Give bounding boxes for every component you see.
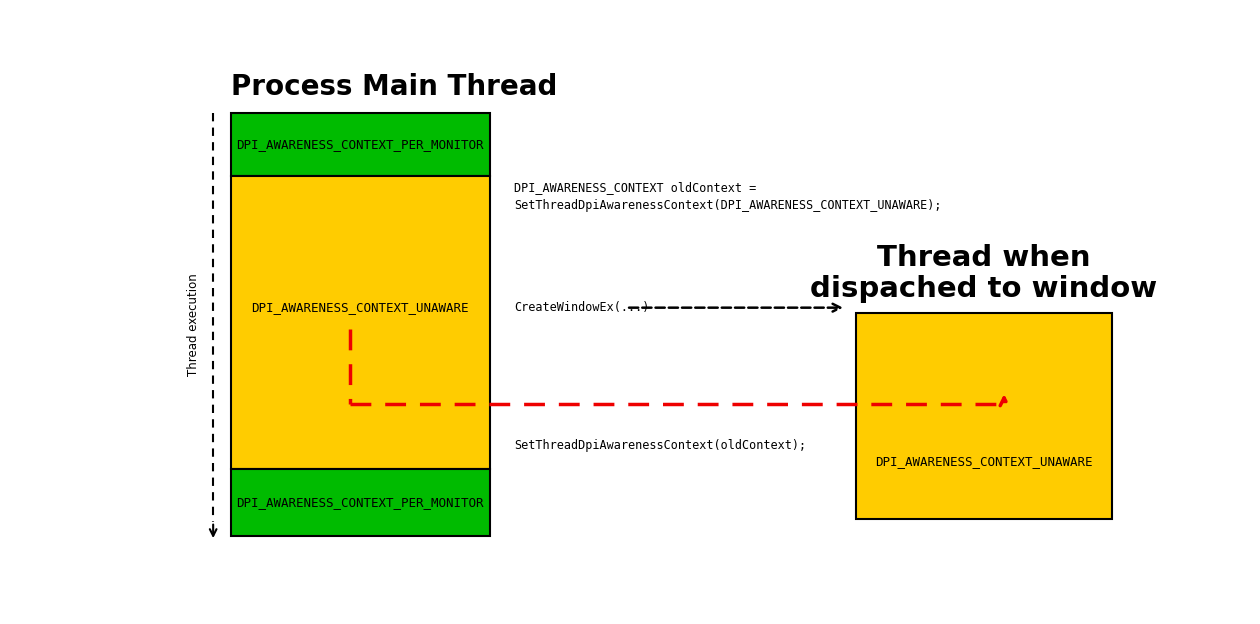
Text: Thread when
dispached to window: Thread when dispached to window [810,244,1157,303]
Text: Thread execution: Thread execution [188,273,200,376]
Bar [231,114,489,176]
Text: Process Main Thread: Process Main Thread [231,73,557,101]
Bar [856,313,1111,519]
Text: DPI_AWARENESS_CONTEXT_PER_MONITOR: DPI_AWARENESS_CONTEXT_PER_MONITOR [237,496,484,509]
Text: SetThreadDpiAwarenessContext(oldContext);: SetThreadDpiAwarenessContext(oldContext)… [514,439,806,452]
Text: DPI_AWARENESS_CONTEXT oldContext =
SetThreadDpiAwarenessContext(DPI_AWARENESS_CO: DPI_AWARENESS_CONTEXT oldContext = SetTh… [514,180,941,212]
Bar [231,469,489,536]
Bar [231,176,489,469]
Text: DPI_AWARENESS_CONTEXT_PER_MONITOR: DPI_AWARENESS_CONTEXT_PER_MONITOR [237,138,484,151]
Text: DPI_AWARENESS_CONTEXT_UNAWARE: DPI_AWARENESS_CONTEXT_UNAWARE [874,455,1092,468]
Text: DPI_AWARENESS_CONTEXT_UNAWARE: DPI_AWARENESS_CONTEXT_UNAWARE [252,301,469,314]
Text: CreateWindowEx(...): CreateWindowEx(...) [514,301,649,314]
